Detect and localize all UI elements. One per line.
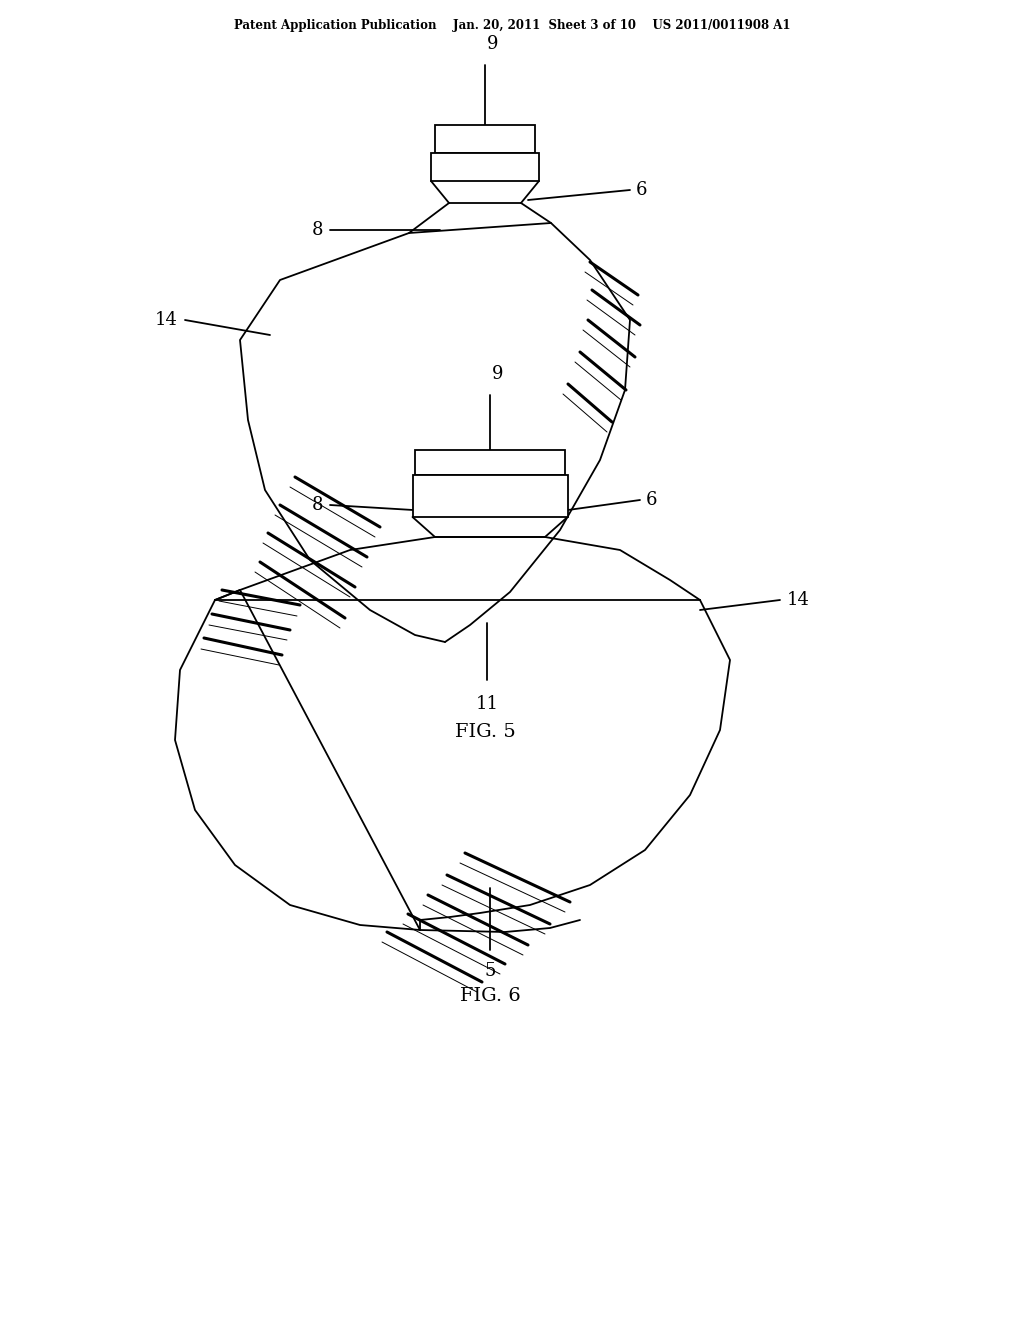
Text: Patent Application Publication    Jan. 20, 2011  Sheet 3 of 10    US 2011/001190: Patent Application Publication Jan. 20, …: [233, 18, 791, 32]
Text: 5: 5: [484, 962, 496, 979]
Text: FIG. 5: FIG. 5: [455, 723, 515, 741]
Text: 8: 8: [311, 496, 323, 513]
Bar: [415, 450, 565, 475]
Text: 14: 14: [155, 312, 178, 329]
Text: 9: 9: [487, 36, 499, 53]
Text: 9: 9: [493, 366, 504, 383]
Text: 8: 8: [311, 220, 323, 239]
Text: FIG. 6: FIG. 6: [460, 987, 520, 1005]
Text: 6: 6: [636, 181, 647, 199]
Bar: [435, 125, 535, 153]
Text: 6: 6: [646, 491, 657, 510]
Bar: [413, 475, 567, 517]
Text: 14: 14: [787, 591, 810, 609]
Bar: [431, 153, 539, 181]
Text: 11: 11: [475, 696, 499, 713]
